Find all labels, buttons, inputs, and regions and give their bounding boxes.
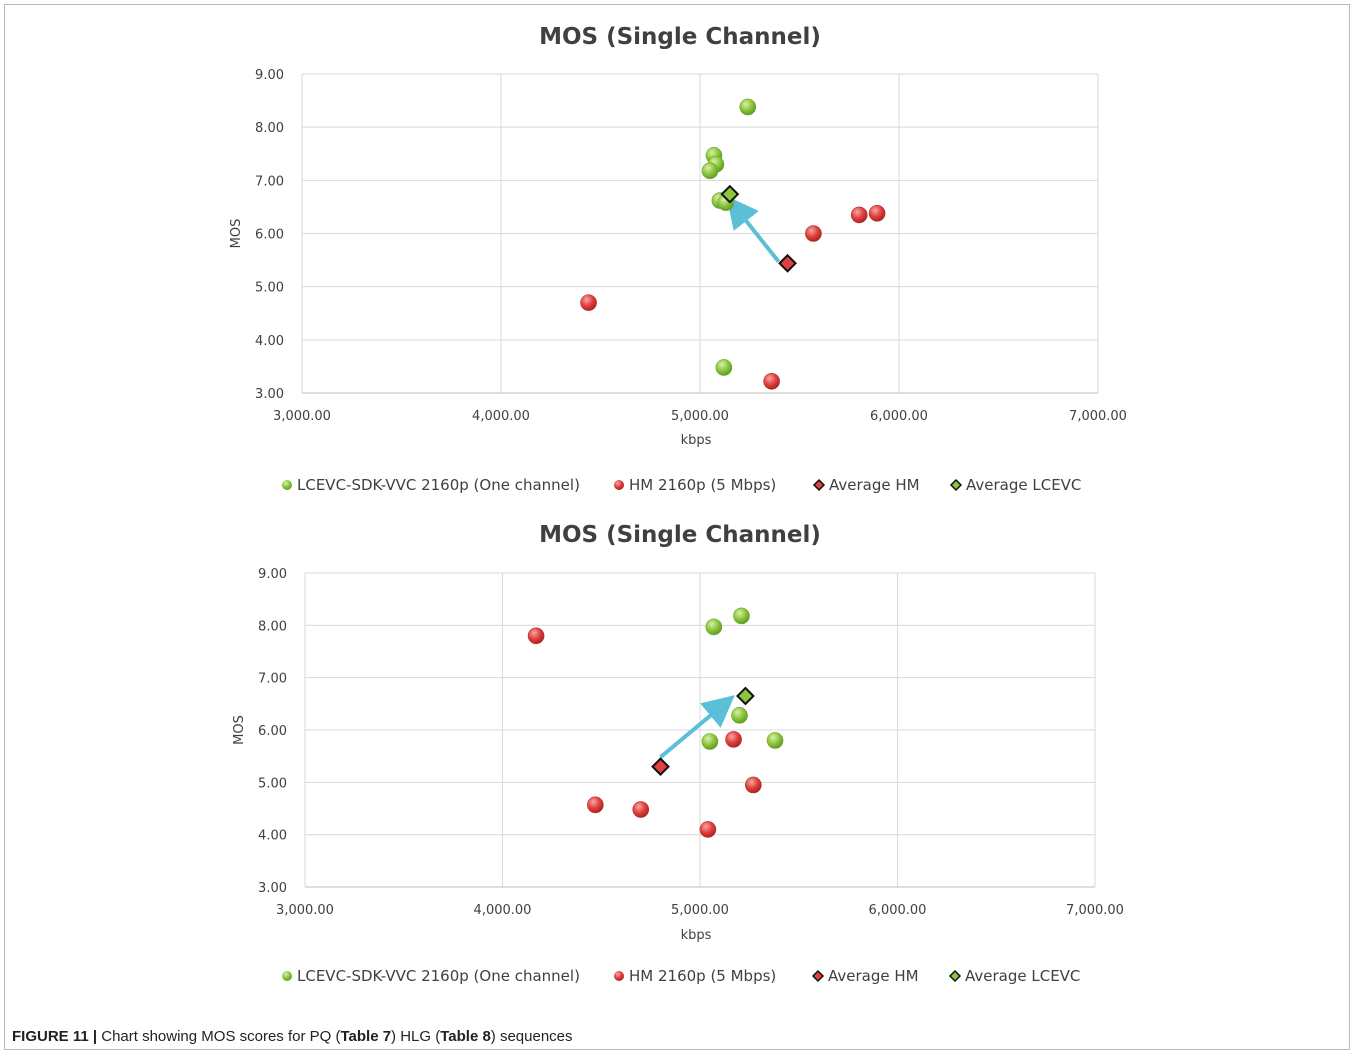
data-point xyxy=(731,707,748,724)
data-point xyxy=(763,373,780,390)
legend-marker xyxy=(282,480,292,490)
legend-marker xyxy=(614,971,624,981)
data-point xyxy=(632,801,650,818)
y-tick-label: 7.00 xyxy=(255,174,284,189)
average-point xyxy=(778,253,797,273)
legend-item-average-hm: Average HM xyxy=(812,476,920,494)
x-tick-label: 4,000.00 xyxy=(474,903,532,918)
data-point xyxy=(733,607,750,625)
caption-label: FIGURE 11 | xyxy=(12,1028,98,1045)
x-tick-label: 7,000.00 xyxy=(1066,903,1124,918)
y-tick-label: 9.00 xyxy=(255,68,284,83)
chart-hlg: MOS (Single Channel) 3.00 4.00 5.00 6.00 7.00… xyxy=(232,522,1124,985)
legend-marker xyxy=(948,969,962,983)
legend-label: Average LCEVC xyxy=(965,967,1080,985)
data-point xyxy=(701,733,719,750)
legend-label: Average HM xyxy=(829,476,920,494)
legend-label: HM 2160p (5 Mbps) xyxy=(629,967,776,985)
data-point xyxy=(739,98,757,116)
legend-marker xyxy=(614,480,624,490)
y-tick-label: 8.00 xyxy=(258,619,287,634)
x-tick-label: 6,000.00 xyxy=(869,903,927,918)
legend-marker xyxy=(811,969,825,983)
data-point xyxy=(766,732,784,749)
y-tick-label: 3.00 xyxy=(255,387,284,402)
series-lcevc-sdk-vvc-2160p-one-channel xyxy=(701,98,757,376)
data-point xyxy=(580,294,597,311)
y-tick-label: 4.00 xyxy=(255,334,284,349)
caption-text-3: ) sequences xyxy=(490,1028,573,1045)
series-hm-2160p-5-mbps xyxy=(580,204,886,390)
y-tick-label: 9.00 xyxy=(258,567,287,582)
chart-title: MOS (Single Channel) xyxy=(539,24,821,50)
data-point xyxy=(705,618,723,636)
caption-text-2: ) HLG ( xyxy=(391,1028,441,1045)
legend-label: Average LCEVC xyxy=(966,476,1081,494)
y-tick-label: 5.00 xyxy=(258,776,287,791)
legend-marker xyxy=(949,478,963,492)
series-average-hm xyxy=(778,253,797,273)
y-tick-label: 6.00 xyxy=(255,228,284,243)
legend-item-hm-2160p-5-mbps: HM 2160p (5 Mbps) xyxy=(614,967,776,985)
series-average-hm xyxy=(651,757,670,777)
legend: LCEVC-SDK-VVC 2160p (One channel) HM 2160… xyxy=(282,967,1080,985)
chart-title: MOS (Single Channel) xyxy=(539,522,821,548)
legend-item-average-lcevc: Average LCEVC xyxy=(949,476,1081,494)
legend-label: HM 2160p (5 Mbps) xyxy=(629,476,776,494)
series-average-lcevc xyxy=(736,686,755,706)
series-average-lcevc xyxy=(720,184,740,204)
legend-item-average-lcevc: Average LCEVC xyxy=(948,967,1080,985)
legend: LCEVC-SDK-VVC 2160p (One channel) HM 2160… xyxy=(282,476,1081,494)
caption-ref-table-7: Table 7 xyxy=(340,1028,392,1045)
x-axis-label: kbps xyxy=(681,433,712,448)
legend-item-average-hm: Average HM xyxy=(811,967,919,985)
y-tick-label: 4.00 xyxy=(258,829,287,844)
data-point xyxy=(527,627,545,645)
data-point xyxy=(868,204,886,222)
trend-arrow xyxy=(726,195,781,263)
x-tick-label: 3,000.00 xyxy=(276,903,334,918)
caption-text-1: Chart showing MOS scores for PQ ( xyxy=(97,1028,341,1045)
legend-marker xyxy=(282,971,292,981)
x-tick-label: 5,000.00 xyxy=(671,409,729,424)
legend-item-lcevc-sdk-vvc-2160p-one-channel: LCEVC-SDK-VVC 2160p (One channel) xyxy=(282,967,580,985)
data-point xyxy=(805,225,822,242)
legend-item-hm-2160p-5-mbps: HM 2160p (5 Mbps) xyxy=(614,476,776,494)
caption-ref-table-8: Table 8 xyxy=(440,1028,491,1045)
x-tick-label: 6,000.00 xyxy=(870,409,928,424)
data-point xyxy=(699,821,717,838)
y-axis-label: MOS xyxy=(229,219,244,249)
legend-marker xyxy=(812,478,826,492)
y-axis-label: MOS xyxy=(232,715,247,745)
legend-label: LCEVC-SDK-VVC 2160p (One channel) xyxy=(297,476,580,494)
y-tick-label: 3.00 xyxy=(258,881,287,896)
average-point xyxy=(651,757,670,777)
data-point xyxy=(587,796,604,814)
data-point xyxy=(701,162,719,180)
series-hm-2160p-5-mbps xyxy=(527,627,762,838)
x-tick-label: 4,000.00 xyxy=(472,409,530,424)
x-axis-label: kbps xyxy=(681,928,712,943)
chart-pq: MOS (Single Channel) 3.00 4.00 5.00 6.00 7.00… xyxy=(229,24,1127,494)
x-tick-label: 5,000.00 xyxy=(671,903,729,918)
data-point xyxy=(715,359,733,376)
figure-frame xyxy=(4,4,1350,1050)
figure-caption: FIGURE 11 | Chart showing MOS scores for… xyxy=(12,1028,573,1045)
data-point xyxy=(850,206,868,224)
y-tick-label: 7.00 xyxy=(258,672,287,687)
legend-label: Average HM xyxy=(828,967,919,985)
y-tick-label: 6.00 xyxy=(258,724,287,739)
x-tick-label: 7,000.00 xyxy=(1069,409,1127,424)
average-point xyxy=(720,184,740,204)
trend-arrow xyxy=(659,695,735,759)
y-tick-label: 8.00 xyxy=(255,121,284,136)
x-tick-label: 3,000.00 xyxy=(273,409,331,424)
data-point xyxy=(745,776,762,794)
average-point xyxy=(736,686,755,706)
legend-label: LCEVC-SDK-VVC 2160p (One channel) xyxy=(297,967,580,985)
legend-item-lcevc-sdk-vvc-2160p-one-channel: LCEVC-SDK-VVC 2160p (One channel) xyxy=(282,476,580,494)
data-point xyxy=(725,731,742,748)
y-tick-label: 5.00 xyxy=(255,281,284,296)
series-lcevc-sdk-vvc-2160p-one-channel xyxy=(701,607,784,750)
